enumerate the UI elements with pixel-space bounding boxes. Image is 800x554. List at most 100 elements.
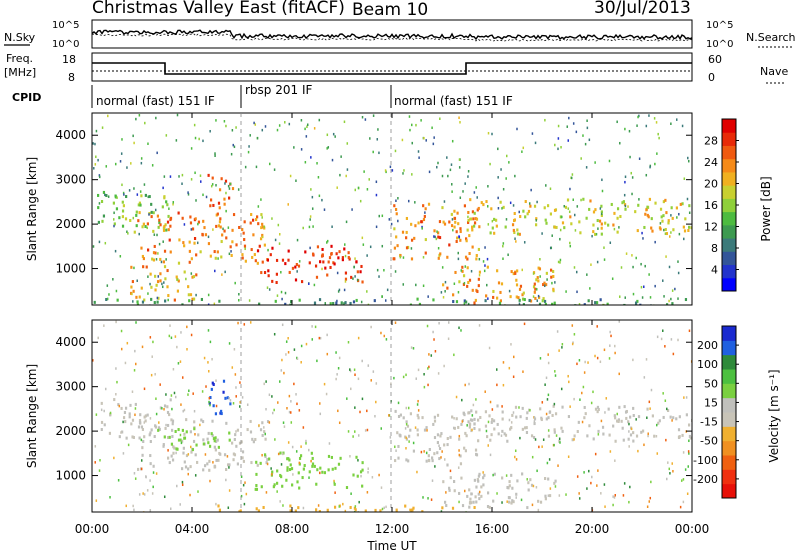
echo-cell [360,300,363,304]
echo-cell [485,200,488,204]
beam-title: Beam 10 [352,0,428,20]
echo-cell [323,471,327,475]
echo-cell [206,462,209,466]
echo-cell [408,434,411,438]
echo-cell [366,491,369,494]
echo-cell [648,273,650,276]
echo-cell [507,253,509,257]
echo-cell [231,441,234,445]
echo-cell [218,188,222,192]
echo-cell [438,220,442,224]
echo-cell [166,436,170,440]
echo-cell [318,194,321,198]
echo-cell [669,472,671,475]
echo-cell [463,489,466,493]
echo-cell [97,158,99,162]
echo-cell [138,436,141,440]
echo-cell [468,505,471,509]
echo-cell [533,415,536,419]
echo-cell [666,477,668,481]
echo-cell [149,417,152,420]
echo-cell [199,250,202,254]
echo-cell [288,270,291,274]
echo-cell [361,236,364,240]
echo-cell [140,194,143,198]
echo-cell [609,450,612,453]
echo-cell [155,412,158,416]
echo-cell [311,252,315,256]
echo-cell [410,346,413,349]
echo-cell [402,172,404,175]
echo-cell [467,420,470,424]
echo-cell [309,246,311,250]
echo-cell [624,410,628,414]
echo-cell [630,427,633,431]
echo-cell [422,204,425,208]
echo-cell [553,402,556,406]
echo-cell [144,225,147,229]
echo-cell [146,489,149,492]
echo-cell [395,508,398,512]
echo-cell [338,250,341,254]
echo-cell [138,232,140,236]
echo-cell [207,242,211,246]
echo-cell [163,224,166,228]
echo-cell [551,302,554,305]
echo-cell [255,487,259,491]
echo-cell [215,184,217,187]
echo-cell [295,263,298,267]
echo-cell [621,426,624,430]
echo-cell [656,152,658,155]
echo-cell [159,406,162,410]
echo-cell [153,244,156,248]
echo-cell [596,219,599,223]
echo-cell [648,114,650,117]
echo-cell [264,125,267,128]
echo-cell [628,422,630,426]
echo-cell [612,223,615,227]
echo-cell [664,198,667,202]
echo-cell [459,196,462,200]
echo-cell [359,470,363,474]
echo-cell [315,508,318,512]
colorbar-tick-label: 8 [711,242,718,255]
echo-cell [197,220,201,224]
echo-cell [103,324,105,327]
echo-cell [97,206,100,210]
echo-cell [487,223,490,226]
echo-cell [300,344,303,348]
echo-cell [371,476,374,479]
echo-cell [141,345,144,349]
echo-cell [548,494,552,498]
echo-cell [507,496,511,500]
echo-cell [332,261,335,265]
echo-cell [688,204,691,208]
echo-cell [548,410,551,414]
echo-cell [134,349,136,353]
noise-tick-right-top: 10^5 [706,20,733,31]
echo-cell [287,203,289,206]
echo-cell [255,472,258,476]
echo-cell [156,300,159,304]
echo-cell [518,302,521,305]
echo-cell [168,334,171,338]
velocity-colorbar-label: Velocity [m s⁻¹] [767,369,781,462]
echo-cell [179,503,181,506]
echo-cell [130,422,133,426]
echo-cell [238,298,240,302]
echo-cell [258,424,260,427]
echo-cell [132,216,135,220]
echo-cell [223,120,226,123]
echo-cell [501,501,503,504]
echo-cell [343,288,346,292]
echo-cell [524,215,527,219]
echo-cell [462,411,466,415]
echo-cell [538,302,542,305]
echo-cell [290,300,293,304]
echo-cell [554,143,556,147]
echo-cell [500,282,504,286]
echo-cell [121,215,124,219]
echo-cell [616,216,619,220]
echo-cell [241,253,244,257]
echo-cell [622,200,625,204]
